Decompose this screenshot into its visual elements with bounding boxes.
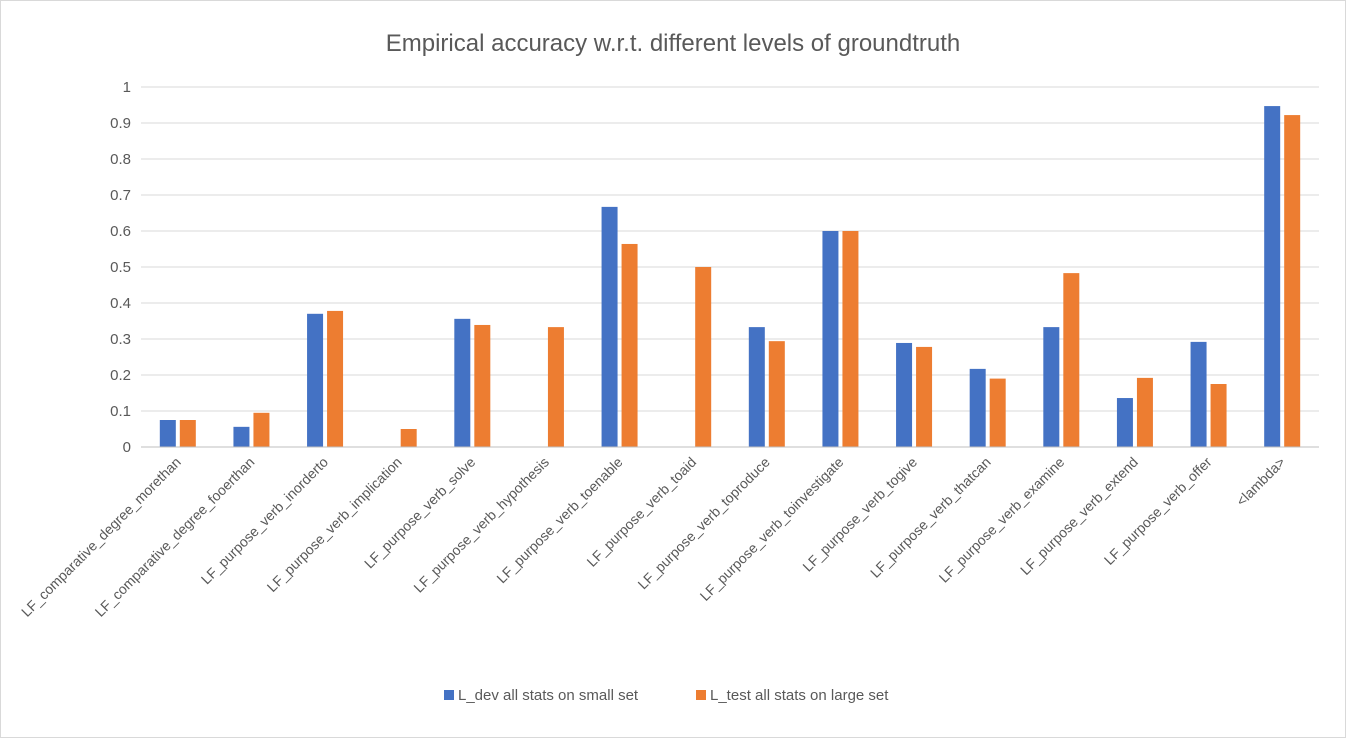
y-tick-label: 0.4 — [110, 295, 131, 312]
bar-dev — [969, 368, 986, 447]
x-tick-label: LF_purpose_verb_hypothesis — [410, 454, 552, 596]
bar-dev — [896, 342, 913, 447]
x-tick-label: LF_purpose_verb_examine — [936, 454, 1068, 586]
bar-dev — [1043, 327, 1060, 447]
bar-dev — [1264, 106, 1281, 447]
y-tick-label: 1 — [123, 79, 131, 96]
bar-test — [842, 231, 859, 447]
y-tick-label: 0.2 — [110, 367, 131, 384]
bar-test — [1284, 115, 1301, 447]
y-tick-label: 0.5 — [110, 259, 131, 276]
x-tick-label: LF_purpose_verb_toinvestigate — [697, 454, 847, 604]
bar-dev — [159, 420, 176, 447]
bar-test — [916, 346, 933, 447]
legend-label: L_test all stats on large set — [710, 687, 889, 704]
x-tick-label: LF_purpose_verb_toproduce — [634, 454, 773, 593]
y-tick-label: 0.7 — [110, 187, 131, 204]
bar-test — [695, 267, 712, 447]
bar-test — [768, 341, 785, 447]
y-tick-label: 0.9 — [110, 115, 131, 132]
bar-test — [400, 429, 417, 447]
x-tick-label: <lambda> — [1233, 454, 1288, 509]
legend-label: L_dev all stats on small set — [458, 687, 639, 704]
bar-test — [621, 243, 638, 447]
bar-test — [1063, 273, 1080, 447]
bar-dev — [307, 313, 324, 447]
bar-test — [547, 327, 564, 447]
y-tick-label: 0.6 — [110, 223, 131, 240]
bar-test — [1210, 384, 1227, 447]
y-axis-ticks: 0 0.1 0.2 0.3 0.4 0.5 0.6 0.7 0.8 0.9 1 — [110, 79, 131, 456]
bar-dev — [1116, 398, 1133, 447]
bar-test — [474, 324, 491, 447]
x-tick-label: LF_purpose_verb_toenable — [493, 454, 626, 587]
bar-dev — [748, 327, 765, 447]
x-tick-label: LF_purpose_verb_implication — [264, 454, 405, 595]
x-tick-label: LF_purpose_verb_inorderto — [198, 454, 332, 588]
bar-test — [989, 378, 1006, 447]
y-tick-label: 0.1 — [110, 403, 131, 420]
x-axis-ticks: LF_comparative_degree_morethanLF_compara… — [18, 454, 1288, 620]
legend-swatch — [444, 690, 454, 700]
bar-test — [1136, 377, 1153, 447]
bar-dev — [822, 231, 839, 447]
bar-dev — [601, 206, 618, 447]
legend: L_dev all stats on small set L_test all s… — [444, 687, 889, 704]
x-tick-label: LF_comparative_degree_morethan — [18, 454, 184, 620]
y-tick-label: 0.8 — [110, 151, 131, 168]
x-tick-label: LF_comparative_degree_fooerthan — [92, 454, 258, 620]
bar-test — [179, 420, 196, 447]
y-tick-label: 0.3 — [110, 331, 131, 348]
bar-dev — [1190, 341, 1207, 447]
x-tick-label: LF_purpose_verb_extend — [1017, 454, 1141, 578]
bar-dev — [233, 426, 250, 447]
bar-test — [327, 310, 344, 447]
chart-title: Empirical accuracy w.r.t. different leve… — [386, 30, 961, 57]
bars — [159, 106, 1301, 447]
legend-swatch — [696, 690, 706, 700]
bar-dev — [454, 318, 471, 447]
y-tick-label: 0 — [123, 439, 131, 456]
bar-test — [253, 412, 270, 447]
x-tick-label: LF_purpose_verb_thatcan — [867, 454, 994, 581]
